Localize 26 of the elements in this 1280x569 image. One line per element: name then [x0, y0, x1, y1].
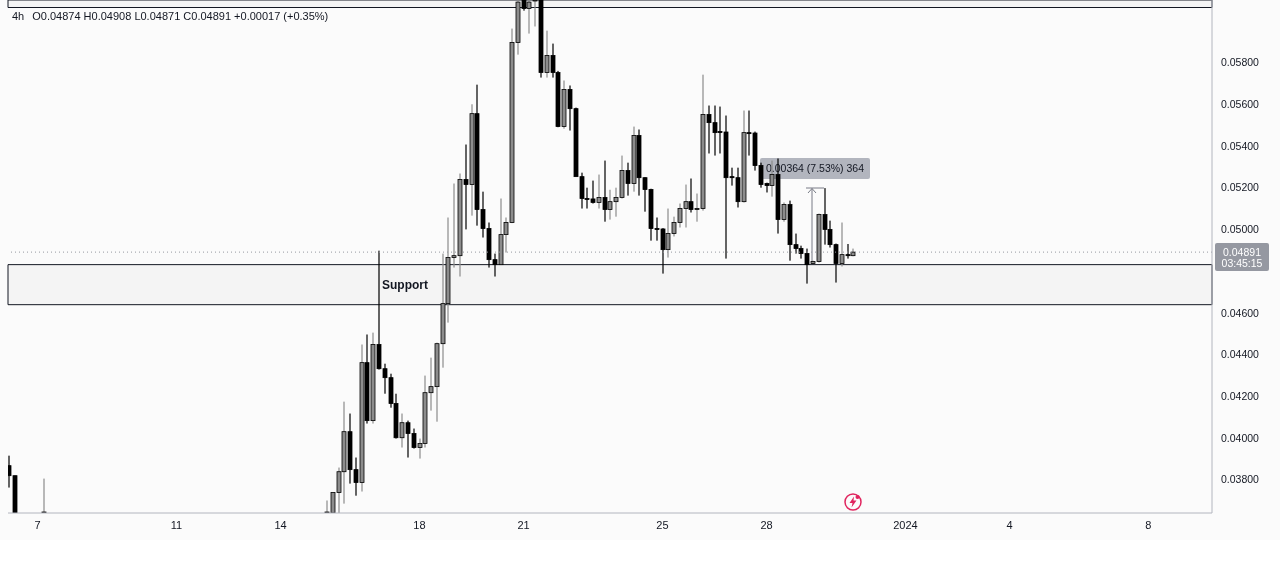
y-tick-label: 0.05400	[1221, 139, 1260, 152]
text: O0.04874 H0.04908 L0.04871 C0.04891 +0.00017 (+0.35%)	[32, 10, 329, 22]
y-tick-label: 0.05600	[1221, 98, 1260, 110]
x-tick-label: 4	[1006, 518, 1013, 531]
text: 03:45:15	[1220, 256, 1264, 270]
ref-line-label: 0.04891	[1223, 246, 1262, 259]
candlestick	[41, 478, 47, 513]
y-tick-label: 0.04200	[1221, 389, 1260, 402]
y-tick-label: 0.05000	[1221, 223, 1260, 236]
x-tick-label: 28	[760, 518, 773, 531]
y-tick-label: 0.05800	[1221, 56, 1260, 69]
x-tick-label: 18	[413, 518, 426, 531]
text: 4h	[12, 10, 25, 22]
x-tick-label: 2024	[893, 518, 918, 531]
y-tick-label: 0.04000	[1221, 431, 1260, 444]
x-tick-label: 21	[517, 518, 530, 531]
x-tick-label: 14	[274, 518, 287, 531]
y-tick-label: 0.03800	[1221, 473, 1260, 486]
band-label: Support	[382, 277, 428, 292]
y-tick-label: 0.05200	[1221, 181, 1260, 194]
y-tick-label: 0.04600	[1221, 306, 1260, 319]
x-tick-label: 7	[34, 518, 41, 531]
x-tick-label: 25	[656, 518, 669, 531]
x-tick-label: 8	[1145, 518, 1152, 531]
y-tick-label: 0.04400	[1221, 348, 1260, 361]
x-tick-label: 11	[170, 518, 183, 531]
